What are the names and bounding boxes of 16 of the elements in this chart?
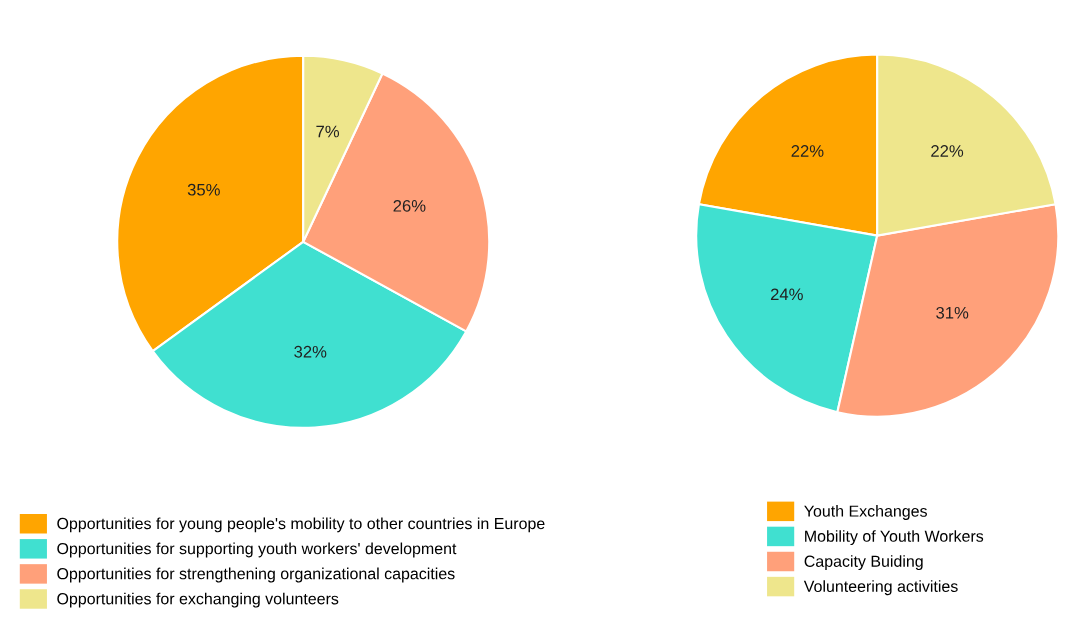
data-label: 31%: [936, 306, 969, 319]
legend-label: Opportunities for strengthening organizational capacities: [57, 567, 455, 583]
legend-label: Capacity Buiding: [804, 555, 923, 571]
data-label: 22%: [931, 145, 964, 157]
data-label: 35%: [187, 183, 220, 196]
data-label: 32%: [294, 345, 327, 358]
legend-label: Opportunities for supporting youth workers' development: [57, 542, 457, 558]
legend-label: Opportunities for young people's mobility to other countries in Europe: [57, 517, 545, 533]
legend-label: Opportunities for exchanging volunteers: [57, 592, 339, 608]
data-label: 24%: [770, 288, 803, 301]
legend-label: Mobility of Youth Workers: [805, 530, 984, 546]
data-label: 7%: [316, 125, 340, 138]
legend-label: Volunteering activities: [803, 580, 958, 596]
legend-label: Youth Exchanges: [804, 505, 927, 520]
data-label: 26%: [393, 199, 426, 212]
data-label: 22%: [791, 145, 824, 157]
